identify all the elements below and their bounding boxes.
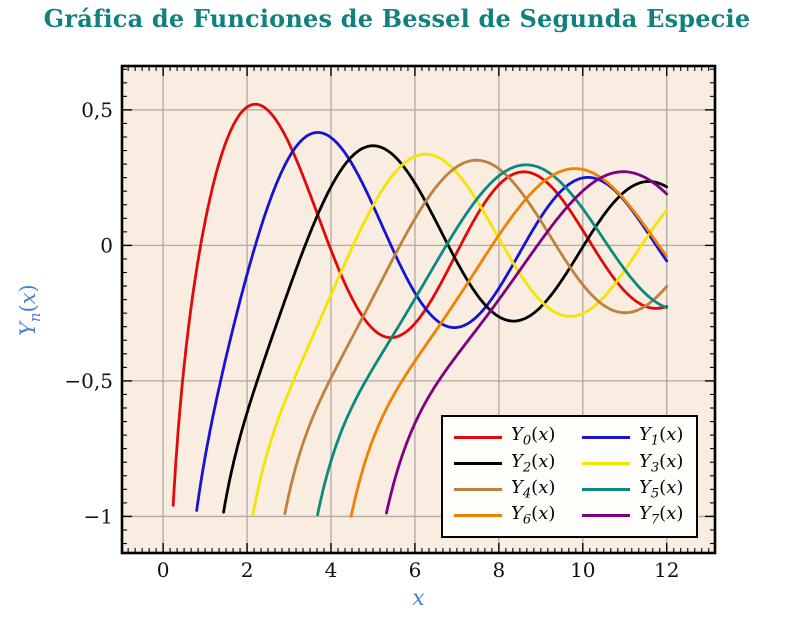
y-tick-label: 0 xyxy=(100,233,113,257)
legend-entry-y3: Y3(x) xyxy=(582,450,690,476)
curve-y7 xyxy=(385,170,669,515)
legend-swatch-y5 xyxy=(582,488,630,492)
x-axis-label-text: x xyxy=(412,586,425,611)
curve-y2 xyxy=(222,144,669,514)
legend-label-y5: Y5(x) xyxy=(639,476,684,502)
legend-label-open-paren: ( xyxy=(531,503,539,525)
legend-label-sub: 4 xyxy=(522,486,532,502)
legend-label-open-paren: ( xyxy=(659,476,667,498)
plot-frame xyxy=(120,64,717,555)
legend-label-base: Y xyxy=(511,450,523,472)
legend-entry-y7: Y7(x) xyxy=(582,505,690,527)
y-tick-label: −1 xyxy=(84,504,113,528)
x-tick-label: 8 xyxy=(493,558,506,582)
legend-label-base: Y xyxy=(511,476,523,498)
legend-label-y6: Y6(x) xyxy=(511,505,555,527)
y-axis-label-open-paren: ( xyxy=(15,304,40,313)
legend-label-close-paren: ) xyxy=(676,503,684,525)
legend-label-sub: 7 xyxy=(650,512,660,528)
legend-label-y1: Y1(x) xyxy=(639,426,683,448)
legend-label-close-paren: ) xyxy=(548,476,556,498)
legend-label-arg: x xyxy=(538,476,549,498)
y-axis-label-arg: x xyxy=(15,292,40,305)
legend-label-arg: x xyxy=(538,450,549,472)
legend-label-sub: 6 xyxy=(522,512,532,528)
legend-label-y3: Y3(x) xyxy=(639,450,684,476)
x-tick-label: 4 xyxy=(325,558,338,582)
legend-label-y4: Y4(x) xyxy=(511,476,556,502)
legend-label-open-paren: ( xyxy=(659,450,667,472)
legend-label-y7: Y7(x) xyxy=(639,505,683,527)
x-tick-label: 10 xyxy=(570,558,595,582)
x-tick-label: 6 xyxy=(409,558,422,582)
curve-y3 xyxy=(251,152,669,517)
legend-label-open-paren: ( xyxy=(531,450,539,472)
legend-label-base: Y xyxy=(639,503,651,525)
legend-label-base: Y xyxy=(639,476,651,498)
legend-label-open-paren: ( xyxy=(659,424,667,446)
legend-label-close-paren: ) xyxy=(548,450,556,472)
y-tick-label: 0,5 xyxy=(81,98,113,122)
legend-entry-y1: Y1(x) xyxy=(582,426,690,448)
legend-label-open-paren: ( xyxy=(659,503,667,525)
legend-label-open-paren: ( xyxy=(531,476,539,498)
chart-title: Gráfica de Funciones de Bessel de Segund… xyxy=(43,4,751,33)
legend-label-y2: Y2(x) xyxy=(511,450,556,476)
x-axis-label: x xyxy=(122,586,715,611)
legend-label-base: Y xyxy=(639,450,651,472)
legend-entry-y0: Y0(x) xyxy=(454,426,582,448)
y-axis-label-sub: n xyxy=(27,312,45,323)
legend-label-sub: 3 xyxy=(650,460,660,476)
legend-swatch-y2 xyxy=(454,461,502,465)
curve-y6 xyxy=(349,167,669,518)
curve-y4 xyxy=(283,158,669,516)
legend-label-arg: x xyxy=(666,476,677,498)
legend-label-arg: x xyxy=(538,424,549,446)
legend-label-open-paren: ( xyxy=(531,424,539,446)
y-axis-label: Yn(x) xyxy=(16,250,44,370)
y-axis-label-base: Y xyxy=(15,322,40,336)
x-tick-label: 2 xyxy=(241,558,254,582)
legend-label-arg: x xyxy=(666,424,677,446)
x-tick-label: 12 xyxy=(654,558,679,582)
curve-y0 xyxy=(171,102,669,507)
legend-label-sub: 5 xyxy=(650,486,660,502)
legend-box: Y0(x) Y1(x) Y2(x) Y3(x) Y4(x) Y5(x) Y6(x) Y7(x) xyxy=(441,415,698,538)
legend-label-sub: 2 xyxy=(522,460,532,476)
legend-swatch-y1 xyxy=(582,435,630,439)
y-axis-label-close-paren: ) xyxy=(15,284,40,293)
legend-swatch-y0 xyxy=(454,435,502,439)
legend-label-sub: 1 xyxy=(650,433,660,449)
legend-label-arg: x xyxy=(666,450,677,472)
legend-label-close-paren: ) xyxy=(676,424,684,446)
legend-swatch-y6 xyxy=(454,514,502,518)
legend-label-arg: x xyxy=(666,503,677,525)
curve-y5 xyxy=(316,163,669,517)
legend-swatch-y4 xyxy=(454,488,502,492)
legend-label-y0: Y0(x) xyxy=(511,426,555,448)
legend-entry-y6: Y6(x) xyxy=(454,505,582,527)
legend-label-sub: 0 xyxy=(522,433,532,449)
legend-label-base: Y xyxy=(511,424,523,446)
legend-entry-y2: Y2(x) xyxy=(454,450,582,476)
legend-label-base: Y xyxy=(511,503,523,525)
legend-swatch-y3 xyxy=(582,461,630,465)
legend-swatch-y7 xyxy=(582,514,630,518)
legend-label-arg: x xyxy=(538,503,549,525)
legend-label-close-paren: ) xyxy=(548,424,556,446)
curve-y1 xyxy=(195,131,669,512)
legend-label-base: Y xyxy=(639,424,651,446)
legend-entry-y5: Y5(x) xyxy=(582,476,690,502)
legend-label-close-paren: ) xyxy=(676,450,684,472)
legend-label-close-paren: ) xyxy=(676,476,684,498)
x-tick-label: 0 xyxy=(157,558,170,582)
y-tick-label: −0,5 xyxy=(64,369,113,393)
legend-label-close-paren: ) xyxy=(548,503,556,525)
legend-entry-y4: Y4(x) xyxy=(454,476,582,502)
